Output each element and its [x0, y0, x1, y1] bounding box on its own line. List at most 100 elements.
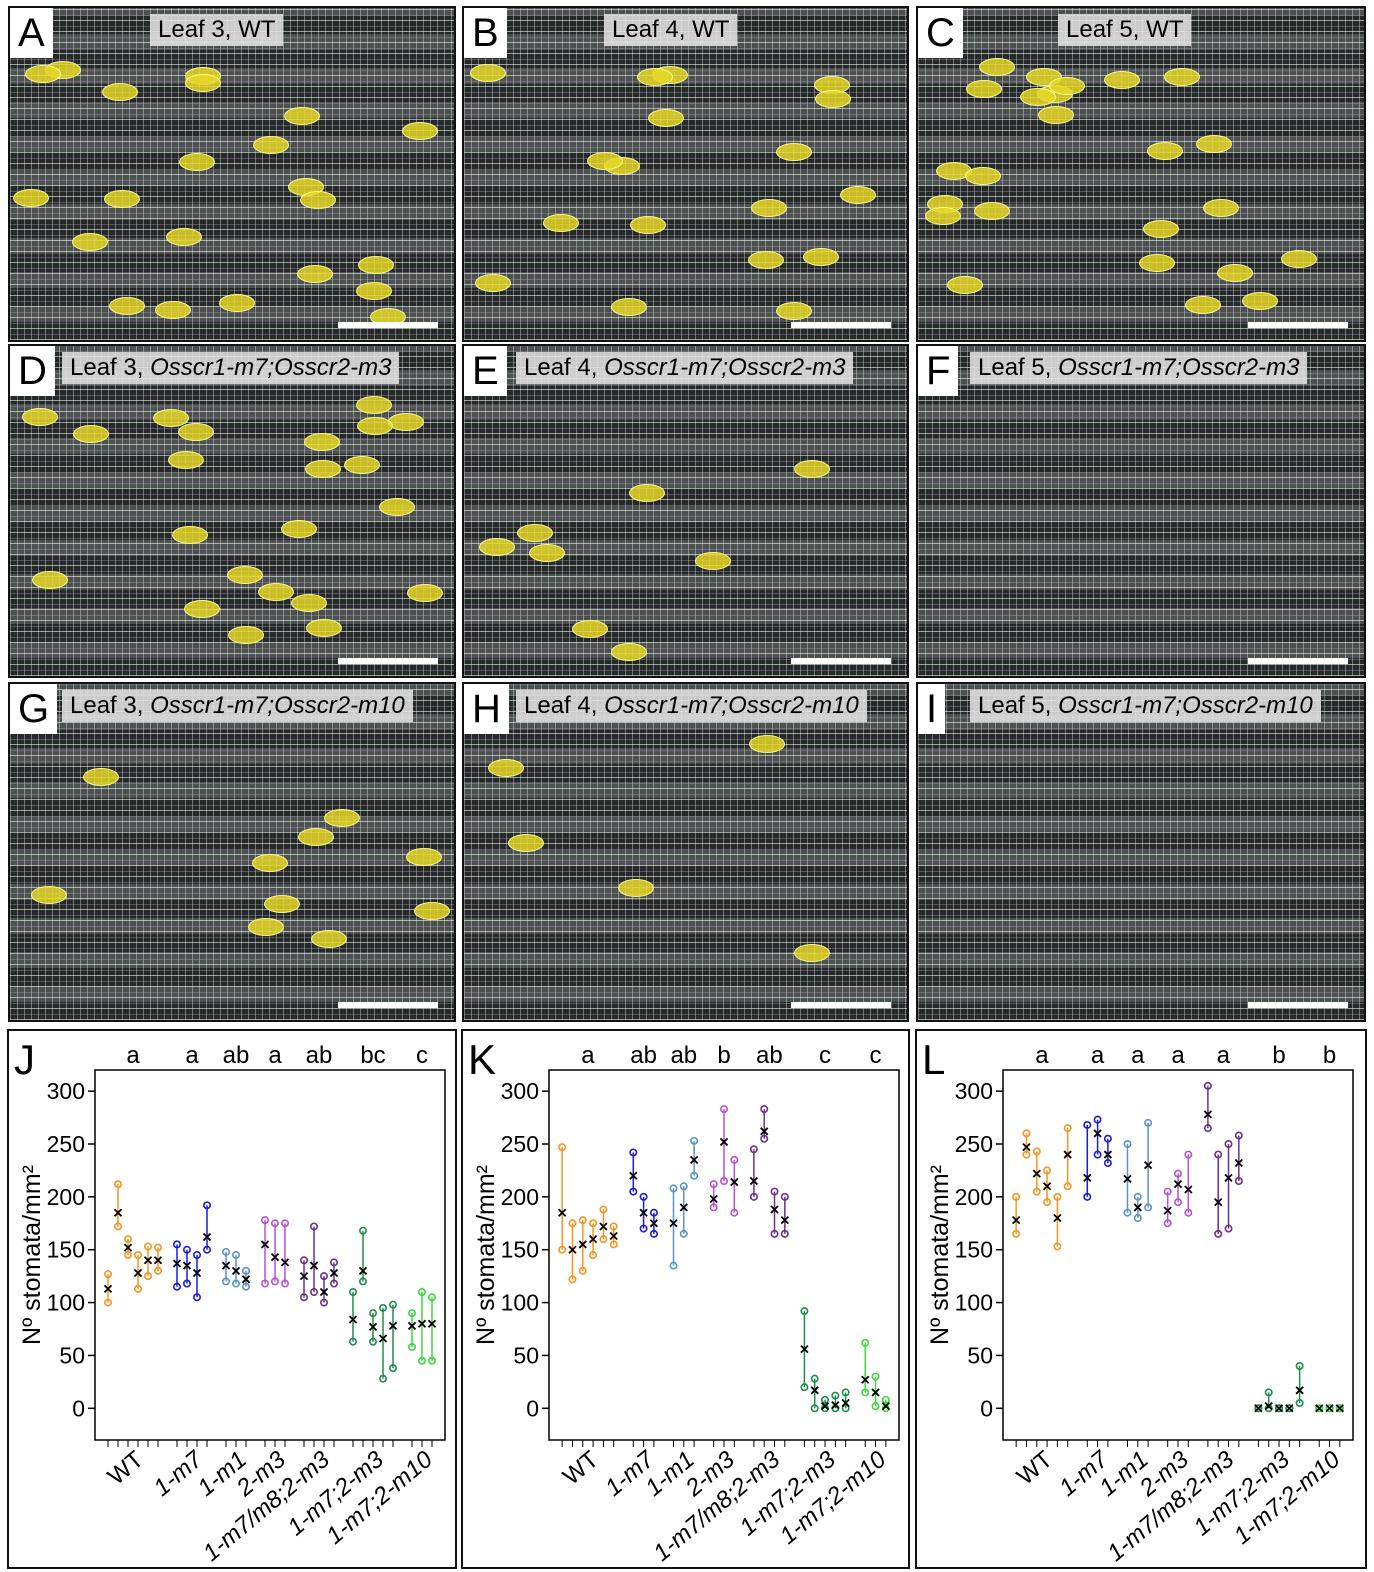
scale-bar — [791, 1002, 891, 1008]
stoma-highlight — [517, 524, 553, 542]
stoma-highlight — [925, 207, 961, 225]
mean-marker — [1042, 1182, 1052, 1191]
max-point — [1163, 1187, 1172, 1196]
stoma-highlight — [168, 451, 204, 469]
min-point — [1234, 1177, 1243, 1186]
significance-letter: ab — [306, 1042, 333, 1069]
y-tick-label: 200 — [501, 1184, 539, 1210]
max-point — [1043, 1166, 1052, 1175]
min-point — [378, 1374, 387, 1383]
min-point — [649, 1229, 658, 1238]
min-point — [871, 1402, 880, 1411]
stoma-highlight — [572, 620, 608, 638]
mean-marker — [639, 1208, 648, 1217]
significance-letter: b — [717, 1042, 730, 1069]
mean-marker — [388, 1321, 398, 1330]
max-point — [1285, 1404, 1294, 1413]
max-point — [1144, 1118, 1153, 1127]
stoma-highlight — [776, 143, 812, 161]
significance-letter: bc — [360, 1042, 385, 1069]
significance-letter: ab — [630, 1042, 657, 1069]
y-tick-label: 300 — [955, 1078, 993, 1104]
mean-marker — [231, 1266, 241, 1275]
stoma-highlight — [794, 460, 830, 478]
mean-marker — [427, 1319, 437, 1328]
min-point — [368, 1337, 377, 1346]
min-point — [232, 1279, 241, 1288]
mean-marker — [609, 1231, 618, 1241]
mean-marker — [1325, 1404, 1334, 1413]
panel-caption: Leaf 5, WT — [1058, 14, 1192, 46]
caption-leaf: Leaf 5, — [1066, 16, 1140, 43]
mean-marker — [1143, 1161, 1153, 1170]
max-point — [881, 1395, 890, 1404]
max-point — [348, 1288, 357, 1297]
min-point — [260, 1279, 269, 1288]
significance-letter: c — [870, 1042, 882, 1069]
significance-letter: a — [185, 1042, 199, 1069]
mean-marker — [1133, 1203, 1142, 1212]
y-tick-label: 0 — [72, 1395, 85, 1421]
min-point — [730, 1208, 739, 1217]
genotype-label: 1-m7 — [149, 1445, 210, 1502]
y-tick-label: 150 — [47, 1237, 85, 1263]
caption-genotype: WT — [692, 16, 730, 43]
min-point — [1203, 1124, 1212, 1133]
y-tick-label: 50 — [967, 1342, 993, 1368]
mean-marker — [800, 1344, 809, 1354]
stoma-highlight — [543, 214, 579, 232]
panel-letter: K — [468, 1036, 496, 1083]
panel-letter: L — [922, 1036, 945, 1083]
micrograph-panel: D Leaf 3, Osscr1-m7;Osscr2-m3 — [8, 344, 456, 678]
caption-leaf: Leaf 3, — [158, 16, 232, 43]
max-point — [1295, 1362, 1304, 1371]
min-point — [222, 1277, 231, 1286]
stoma-highlight — [1242, 292, 1278, 310]
max-point — [173, 1240, 182, 1249]
stoma-highlight — [73, 425, 109, 443]
min-point — [124, 1251, 133, 1260]
mean-marker — [760, 1127, 769, 1136]
mean-marker — [861, 1375, 870, 1384]
min-point — [749, 1192, 758, 1201]
mean-marker — [1123, 1174, 1132, 1184]
min-point — [203, 1245, 212, 1254]
stoma-highlight — [966, 80, 1002, 98]
significance-letter: a — [1091, 1042, 1105, 1069]
max-point — [378, 1303, 387, 1312]
min-point — [144, 1272, 153, 1281]
min-point — [1103, 1159, 1112, 1168]
y-tick-label: 50 — [513, 1342, 539, 1368]
panel-letter: G — [10, 684, 58, 734]
min-point — [568, 1275, 577, 1284]
min-point — [599, 1235, 608, 1244]
max-point — [558, 1143, 567, 1152]
min-point — [1063, 1182, 1072, 1191]
mean-marker — [649, 1219, 659, 1228]
stoma-highlight — [629, 484, 665, 502]
mean-marker — [103, 1284, 113, 1293]
micrograph-panel: C Leaf 5, WT — [916, 6, 1366, 342]
stoma-highlight — [300, 191, 336, 209]
stoma-highlight — [815, 90, 851, 108]
max-point — [1063, 1124, 1072, 1133]
min-point — [1163, 1219, 1172, 1228]
mean-marker — [679, 1203, 688, 1212]
min-point — [417, 1356, 426, 1365]
y-tick-label: 0 — [526, 1395, 539, 1421]
significance-letter: c — [819, 1042, 831, 1069]
max-point — [810, 1374, 819, 1383]
max-point — [242, 1266, 251, 1275]
mean-marker — [689, 1155, 699, 1164]
max-point — [609, 1222, 618, 1231]
max-point — [1275, 1404, 1284, 1413]
min-point — [1053, 1242, 1062, 1251]
significance-letter: a — [1131, 1042, 1145, 1069]
significance-letter: a — [1217, 1042, 1231, 1069]
significance-letter: a — [126, 1042, 140, 1069]
caption-genotype: WT — [238, 16, 276, 43]
panel-letter: J — [14, 1036, 35, 1083]
min-point — [183, 1279, 192, 1288]
stoma-highlight — [1203, 199, 1239, 217]
